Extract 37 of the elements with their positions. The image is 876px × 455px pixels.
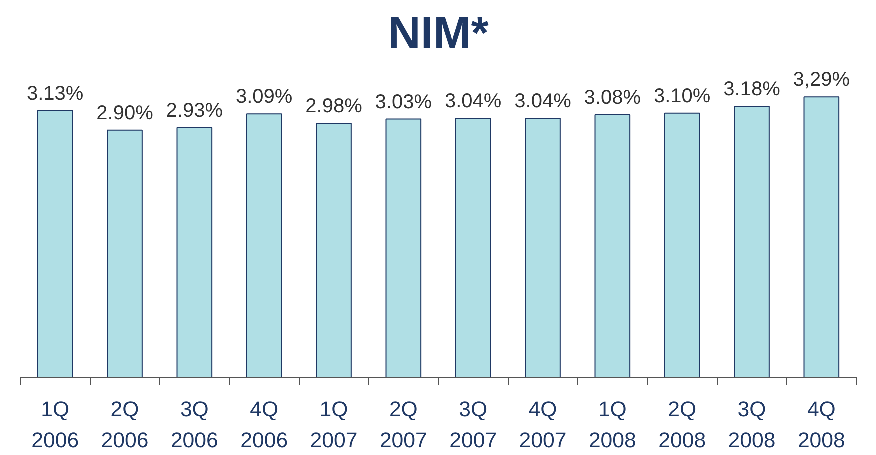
x-tick-label: 3Q 2007	[450, 398, 498, 453]
data-label: 2.98%	[306, 96, 363, 118]
x-tick-label: 4Q 2006	[240, 398, 288, 453]
data-label: 3,29%	[793, 69, 850, 92]
data-label: 2.90%	[96, 102, 154, 124]
bar	[107, 130, 143, 378]
bar	[525, 118, 561, 378]
bar	[176, 127, 213, 378]
data-label: 3.18%	[724, 78, 781, 101]
data-label: 3.08%	[584, 87, 642, 110]
x-tick-label: 2Q 2007	[380, 398, 428, 453]
x-tick-label: 1Q 2007	[310, 398, 358, 453]
data-label: 3.03%	[375, 91, 432, 114]
x-tick-label: 3Q 2006	[170, 398, 218, 453]
bar	[664, 112, 700, 378]
bar	[734, 106, 770, 378]
x-tick-label: 2Q 2008	[658, 398, 706, 453]
bar	[594, 114, 631, 378]
bar	[386, 118, 422, 378]
data-label: 3.09%	[236, 86, 293, 108]
x-tick-label: 2Q 2006	[101, 398, 149, 453]
data-label: 3.04%	[514, 90, 572, 112]
data-label: 2.93%	[166, 100, 224, 122]
bar	[455, 118, 492, 378]
bar	[316, 123, 352, 378]
x-tick-label: 4Q 2008	[798, 398, 846, 453]
bar	[37, 110, 74, 378]
x-tick-label: 3Q 2008	[728, 398, 776, 453]
bar	[246, 114, 282, 378]
chart-title: NIM*	[388, 8, 490, 58]
x-tick-label: 1Q 2006	[32, 398, 80, 453]
x-tick-label: 1Q 2008	[588, 398, 636, 453]
data-label: 3.04%	[444, 90, 502, 112]
data-label: 3.13%	[26, 82, 84, 105]
bar	[804, 96, 840, 378]
data-label: 3.10%	[654, 85, 711, 108]
x-tick-label: 4Q 2007	[519, 398, 567, 453]
